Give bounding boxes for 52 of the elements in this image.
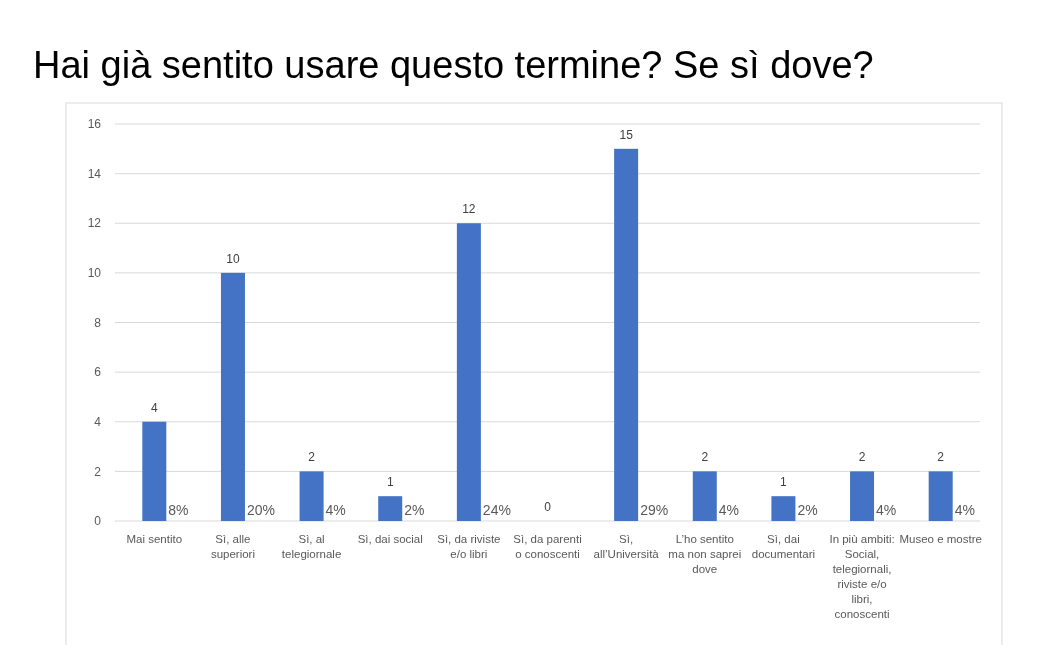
y-tick-label: 0	[94, 514, 102, 529]
annotation: 2%	[797, 502, 818, 518]
y-tick-label: 12	[87, 216, 102, 231]
bar	[850, 471, 875, 521]
bar	[142, 421, 167, 521]
data-label: 12	[462, 202, 476, 217]
data-label: 15	[619, 127, 634, 142]
data-label: 4	[150, 400, 158, 415]
data-label: 2	[701, 450, 709, 465]
annotation: 4%	[325, 502, 346, 518]
y-tick-label: 10	[87, 266, 102, 281]
bar	[299, 471, 324, 521]
x-tick-label: L’ho sentito ma non saprei dove	[668, 533, 742, 575]
annotation: 8%	[168, 502, 189, 518]
y-tick-label: 8	[94, 315, 102, 330]
x-tick-label: Sì, da riviste e/o libri	[437, 533, 501, 560]
data-label: 2	[308, 450, 316, 465]
bar	[614, 148, 639, 521]
y-tick-label: 14	[87, 166, 102, 181]
x-tick-label: Sì, dai documentari	[751, 533, 816, 560]
x-tick-label: Sì, alle superiori	[210, 533, 256, 560]
y-tick-label: 2	[94, 464, 102, 479]
y-tick-label: 16	[87, 117, 102, 132]
x-tick-label: Sì, dai social	[357, 533, 423, 545]
x-tick-label: Sì, da parenti o conoscenti	[513, 533, 582, 560]
x-tick-label: Sì, all’Università	[593, 533, 660, 560]
annotation: 4%	[954, 502, 975, 518]
bar	[378, 496, 403, 521]
data-label: 1	[386, 475, 394, 490]
data-label: 0	[544, 500, 552, 514]
bar	[220, 272, 245, 521]
y-tick-label: 4	[94, 414, 102, 429]
bar	[771, 496, 796, 521]
annotation: 24%	[482, 502, 511, 518]
x-tick-label: Sì, al telegiornale	[281, 533, 342, 560]
annotation: 2%	[404, 502, 425, 518]
annotation: 29%	[640, 502, 669, 518]
data-label: 1	[780, 475, 788, 490]
bar	[456, 223, 481, 521]
bar	[692, 471, 717, 521]
x-tick-label: In più ambiti: Social, telegiornali, riviste e/o libri, conoscenti	[829, 533, 895, 620]
annotation: 20%	[246, 502, 275, 518]
data-label: 10	[226, 251, 240, 266]
data-label: 2	[937, 450, 945, 465]
annotation: 4%	[876, 502, 897, 518]
data-label: 2	[858, 450, 866, 465]
y-tick-label: 6	[94, 365, 102, 380]
bar	[928, 471, 953, 521]
annotation: 4%	[718, 502, 740, 518]
x-tick-label: Museo e mostre	[899, 533, 982, 545]
chart-title: Hai già sentito usare questo termine? Se sì dove?	[33, 44, 874, 86]
x-tick-label: Mai sentito	[126, 533, 183, 545]
